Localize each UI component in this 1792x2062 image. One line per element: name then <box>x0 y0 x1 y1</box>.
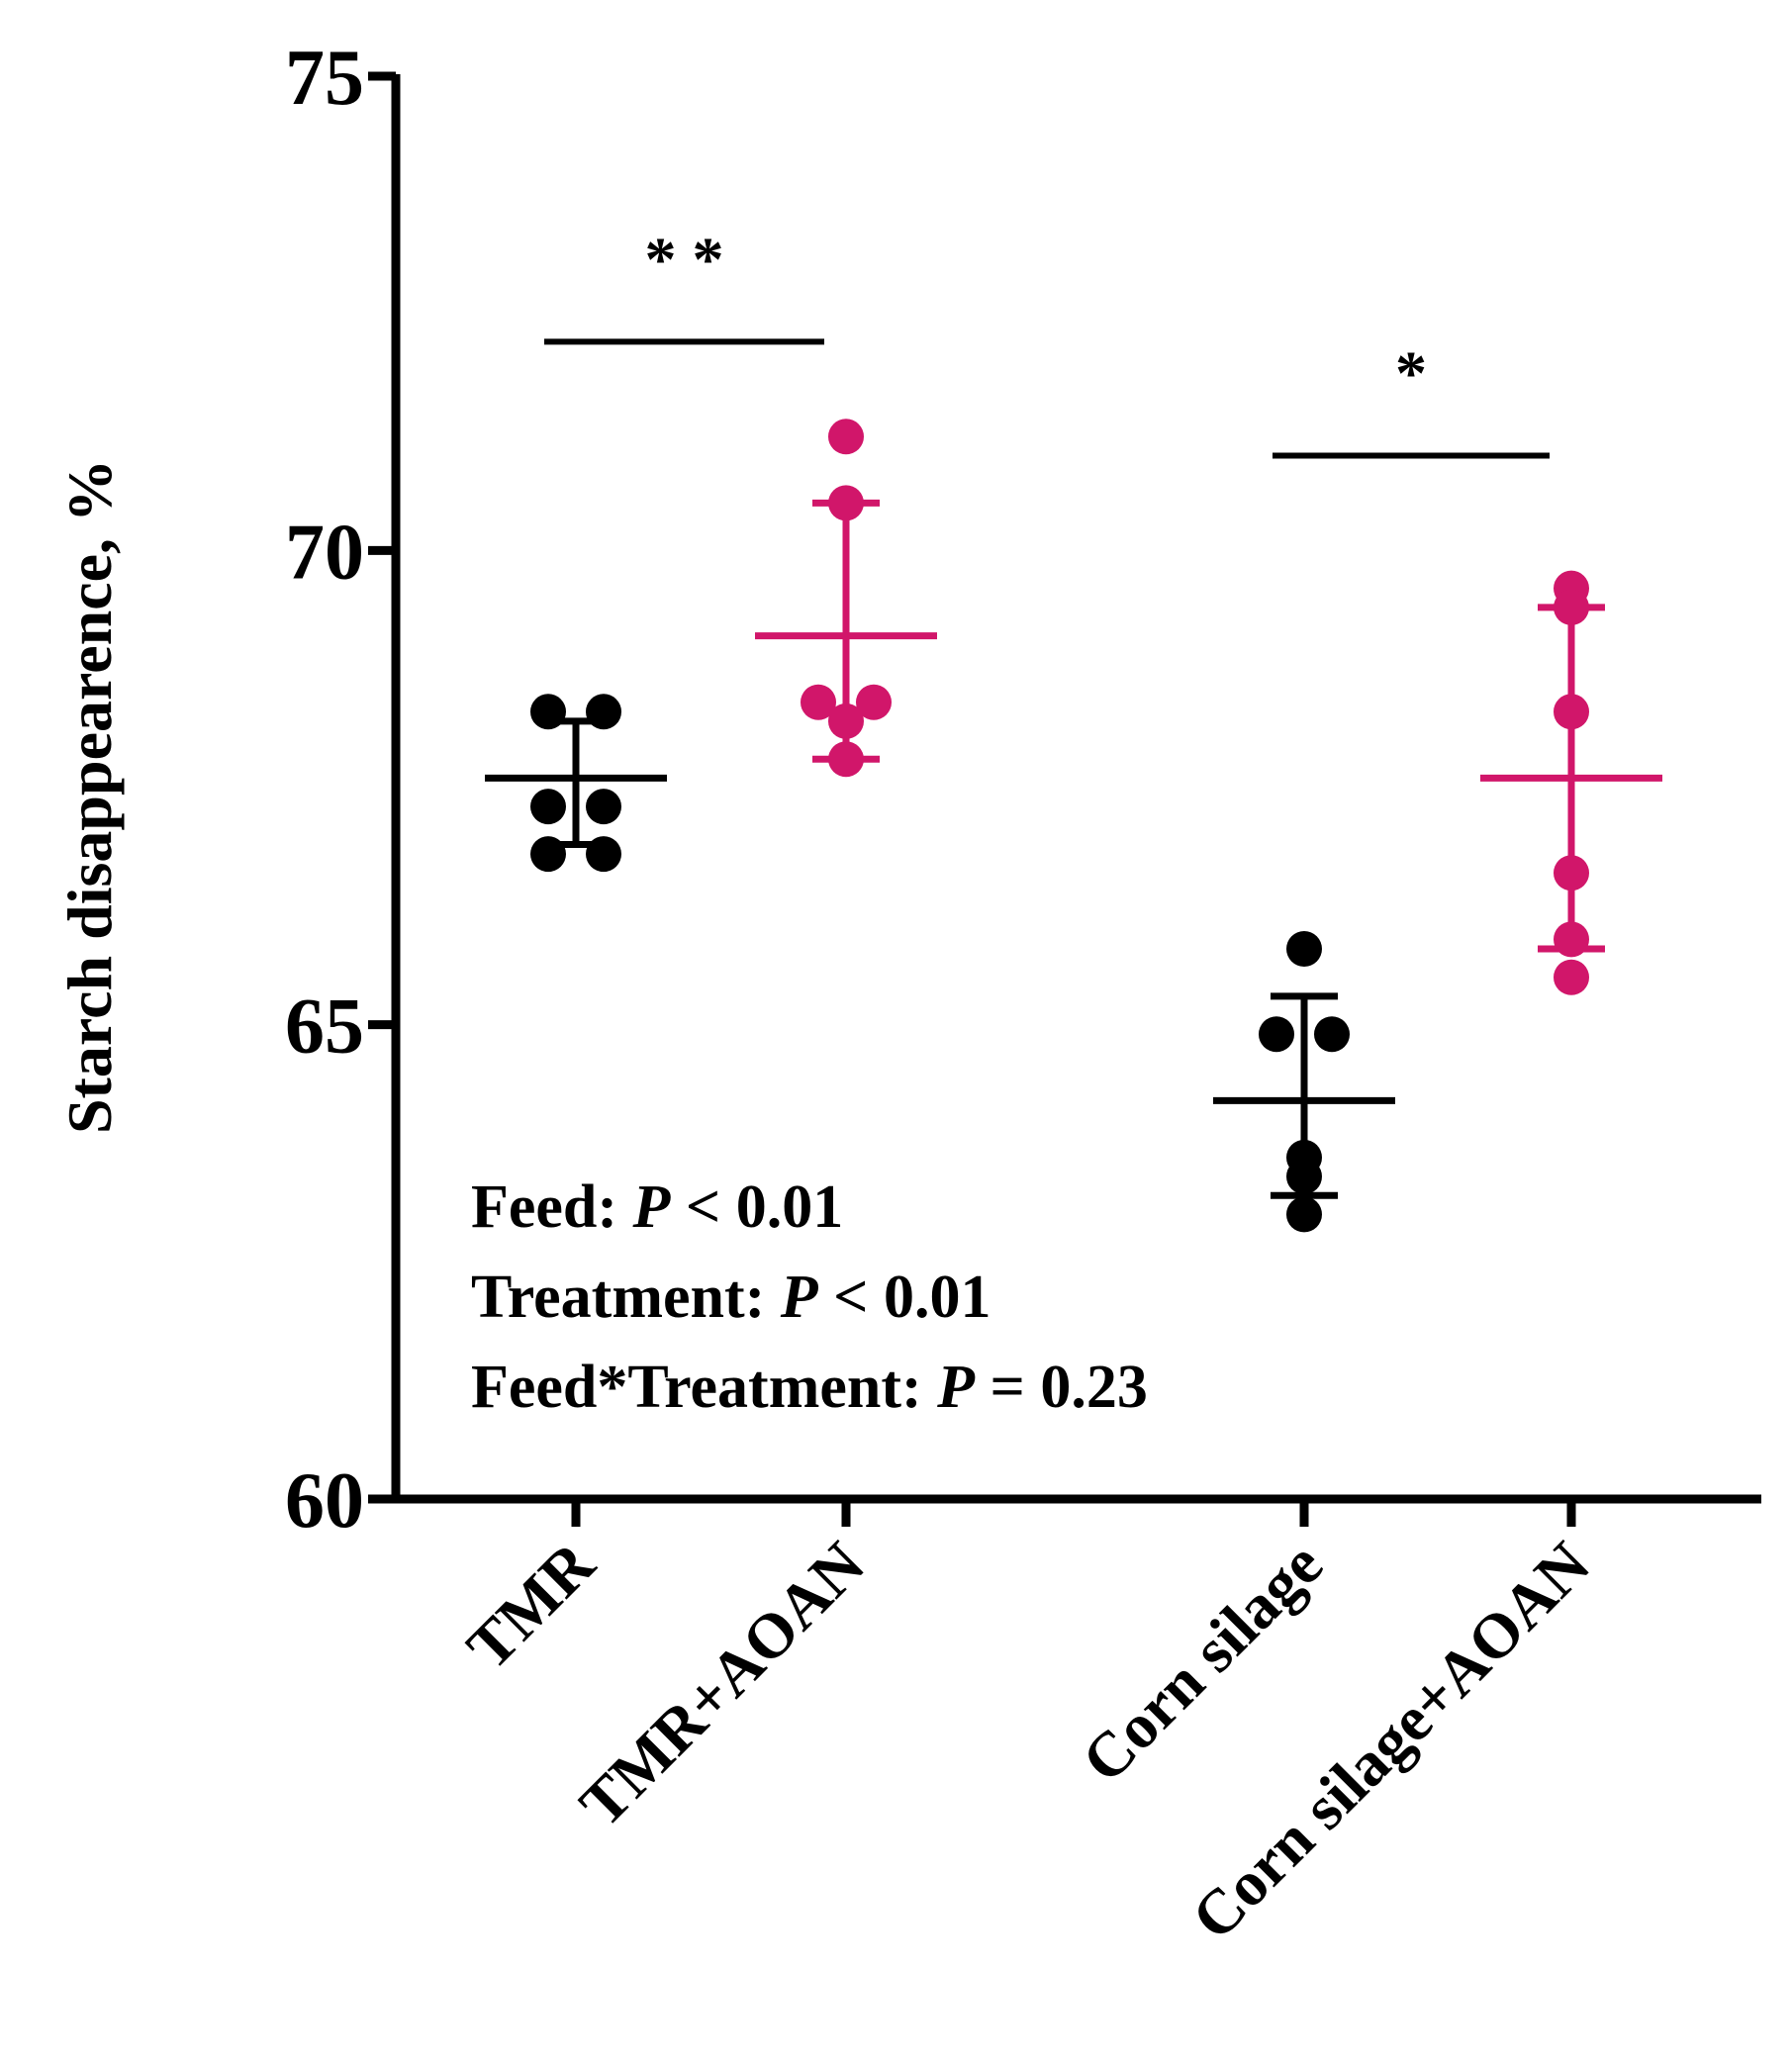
significance-label: * <box>1395 337 1427 408</box>
stat-annotation-prefix: Treatment: <box>471 1264 781 1331</box>
data-point <box>1286 1159 1322 1195</box>
stat-annotation-prefix: Feed*Treatment: <box>471 1354 937 1421</box>
stat-annotation-p: P <box>632 1173 672 1241</box>
stat-annotation-value: < 0.01 <box>670 1173 843 1241</box>
stat-annotation: Treatment: P < 0.01 <box>471 1264 990 1331</box>
stat-annotation-prefix: Feed: <box>471 1173 633 1241</box>
data-point <box>1554 694 1589 730</box>
stat-annotation: Feed: P < 0.01 <box>471 1173 843 1241</box>
data-point <box>1554 589 1589 625</box>
data-point <box>530 694 566 730</box>
data-point <box>828 741 864 778</box>
x-tick-label: Corn silage <box>1069 1529 1336 1796</box>
y-axis-label: Starch disappearence, % <box>54 459 125 1134</box>
y-tick-label: 75 <box>285 35 364 122</box>
data-point <box>801 684 836 720</box>
data-point <box>1314 1016 1350 1053</box>
data-point <box>1259 1016 1294 1053</box>
data-point <box>1286 930 1322 967</box>
x-tick-label: TMR+AOAN <box>566 1529 878 1840</box>
data-point <box>586 836 621 873</box>
y-tick-label: 70 <box>285 509 364 596</box>
data-point <box>1554 855 1589 891</box>
data-point <box>530 789 566 825</box>
data-point <box>828 703 864 739</box>
x-tick-label: TMR <box>453 1528 608 1682</box>
data-point <box>828 419 864 455</box>
stat-annotation-value: < 0.01 <box>818 1264 991 1331</box>
data-point <box>1554 959 1589 995</box>
y-tick-label: 65 <box>285 984 364 1071</box>
stat-annotation-p: P <box>780 1264 819 1331</box>
data-point <box>586 694 621 730</box>
stat-annotation-value: = 0.23 <box>975 1354 1148 1421</box>
data-point <box>856 684 892 720</box>
data-point <box>1286 1196 1322 1233</box>
data-point <box>530 836 566 873</box>
stat-annotation-p: P <box>936 1354 976 1421</box>
stat-annotation: Feed*Treatment: P = 0.23 <box>471 1354 1148 1421</box>
data-point <box>1554 921 1589 958</box>
data-point <box>586 789 621 825</box>
significance-label: * * <box>645 224 724 294</box>
data-point <box>828 485 864 521</box>
y-tick-label: 60 <box>285 1457 364 1545</box>
